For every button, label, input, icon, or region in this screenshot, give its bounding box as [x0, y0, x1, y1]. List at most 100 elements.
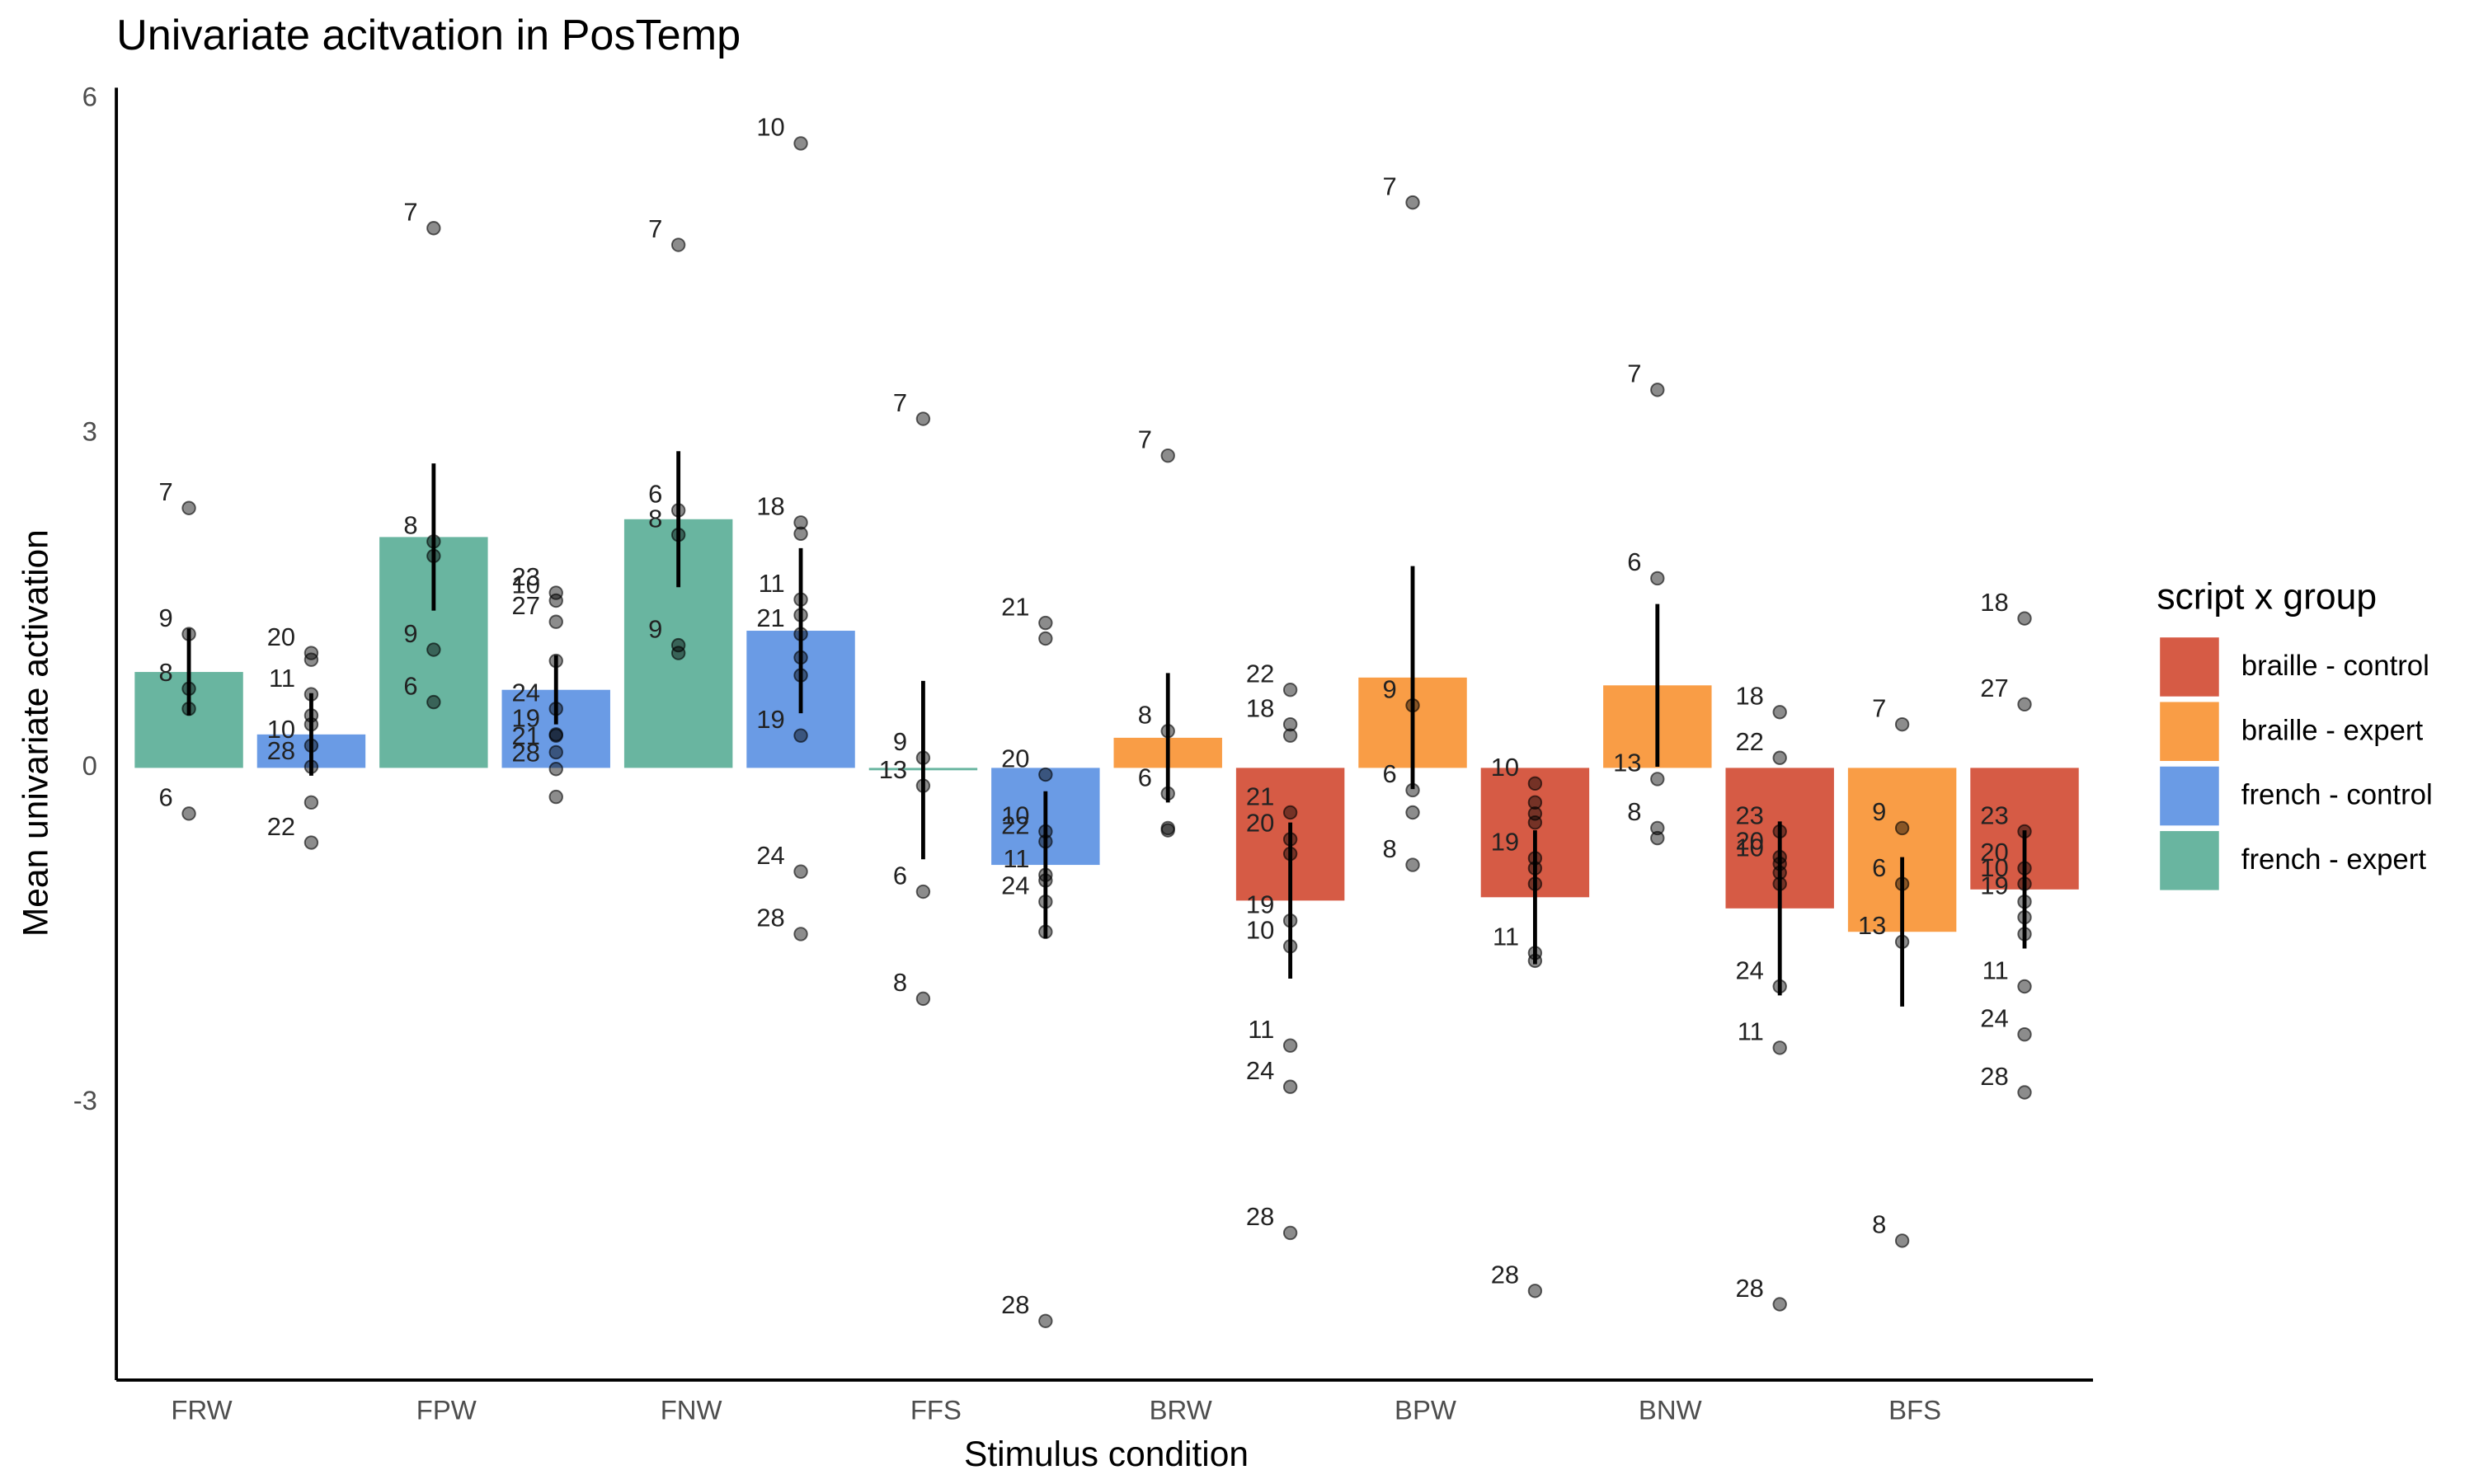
point-label: 10 [512, 570, 540, 599]
legend-swatch [2160, 831, 2219, 890]
point-label: 11 [1003, 844, 1029, 873]
data-point [426, 694, 441, 710]
point-label: 21 [1001, 592, 1029, 621]
point-label: 8 [893, 968, 907, 997]
data-point [548, 744, 563, 760]
point-label: 8 [648, 504, 662, 533]
point-label: 7 [893, 388, 907, 417]
point-label: 23 [512, 562, 540, 591]
point-label: 21 [1246, 782, 1274, 810]
point-label: 18 [1735, 682, 1763, 711]
x-tick-label: FRW [171, 1394, 232, 1425]
point-label: 8 [1138, 701, 1152, 730]
point-label: 28 [1491, 1261, 1519, 1289]
data-point [1038, 767, 1053, 782]
point-label: 13 [879, 755, 907, 784]
x-axis-title: Stimulus condition [964, 1435, 1249, 1474]
legend-title: script x group [2157, 577, 2377, 618]
data-point [915, 884, 931, 899]
data-point [915, 411, 931, 426]
point-label: 10 [1735, 833, 1763, 862]
point-label: 11 [1493, 923, 1519, 951]
point-label: 28 [1001, 1290, 1029, 1319]
legend-swatch [2160, 702, 2219, 762]
data-point [548, 728, 563, 743]
data-point [670, 237, 686, 252]
data-point [793, 526, 808, 542]
point-label: 22 [1001, 810, 1029, 839]
x-tick-label: BRW [1150, 1394, 1212, 1425]
point-label: 27 [512, 591, 540, 620]
data-point [181, 806, 196, 821]
x-tick-label: FFS [910, 1394, 962, 1425]
data-point [1160, 823, 1175, 838]
point-label: 7 [403, 198, 417, 227]
legend-swatch [2160, 637, 2219, 697]
point-label: 13 [1858, 911, 1886, 940]
data-point [1405, 857, 1420, 872]
point-label: 6 [403, 671, 417, 700]
data-point [548, 789, 563, 805]
data-point [915, 991, 931, 1007]
point-label: 10 [267, 715, 295, 744]
point-label: 24 [1246, 1056, 1274, 1085]
data-point [548, 593, 563, 608]
point-label: 10 [1491, 753, 1519, 782]
x-tick-label: FPW [416, 1394, 477, 1425]
data-point [1772, 705, 1787, 720]
data-point [426, 642, 441, 657]
point-label: 10 [1001, 801, 1029, 829]
point-label: 24 [1001, 871, 1029, 899]
point-label: 20 [1001, 744, 1029, 773]
data-point [548, 614, 563, 629]
point-label: 13 [1613, 749, 1641, 777]
x-tick-label: BFS [1888, 1394, 1941, 1425]
data-point [1527, 776, 1543, 791]
point-label: 19 [1491, 828, 1519, 857]
point-label: 9 [403, 619, 417, 648]
data-point [1405, 805, 1420, 820]
point-label: 10 [1980, 853, 2008, 882]
data-point [303, 795, 319, 810]
point-label: 11 [1982, 956, 2009, 984]
point-label: 19 [512, 704, 540, 733]
data-point [1650, 830, 1665, 846]
data-point [793, 136, 808, 151]
point-label: 27 [1980, 674, 2008, 702]
data-point [793, 927, 808, 942]
data-point [1282, 805, 1298, 820]
point-label: 28 [267, 736, 295, 765]
point-label: 23 [1735, 801, 1763, 829]
data-point [2017, 611, 2032, 626]
point-label: 18 [756, 492, 784, 521]
point-label: 7 [1872, 693, 1886, 722]
data-point [793, 515, 808, 530]
data-point [1282, 716, 1298, 732]
point-label: 7 [1138, 425, 1152, 453]
point-label: 24 [756, 841, 784, 870]
point-label: 20 [1980, 838, 2008, 866]
y-axis-title: Mean univariate activation [17, 529, 56, 937]
x-tick-label: BPW [1395, 1394, 1456, 1425]
point-label: 11 [1738, 1017, 1764, 1046]
data-point [1894, 1233, 1910, 1248]
chart-title: Univariate acitvation in PosTemp [116, 12, 741, 59]
point-label: 20 [1735, 826, 1763, 855]
data-point [1772, 1040, 1787, 1055]
point-label: 6 [893, 861, 907, 890]
data-point [2017, 979, 2032, 994]
data-point [1772, 1297, 1787, 1312]
point-label: 21 [512, 721, 540, 750]
point-label: 19 [1246, 890, 1274, 918]
data-point [181, 500, 196, 515]
point-label: 10 [1246, 916, 1274, 945]
point-label: 8 [159, 658, 173, 687]
data-point [1282, 1079, 1298, 1094]
data-point [1282, 1225, 1298, 1241]
data-point [1650, 772, 1665, 787]
point-label: 11 [1248, 1015, 1274, 1044]
point-label: 9 [648, 614, 662, 643]
point-label: 24 [1735, 956, 1763, 984]
data-point [303, 652, 319, 667]
